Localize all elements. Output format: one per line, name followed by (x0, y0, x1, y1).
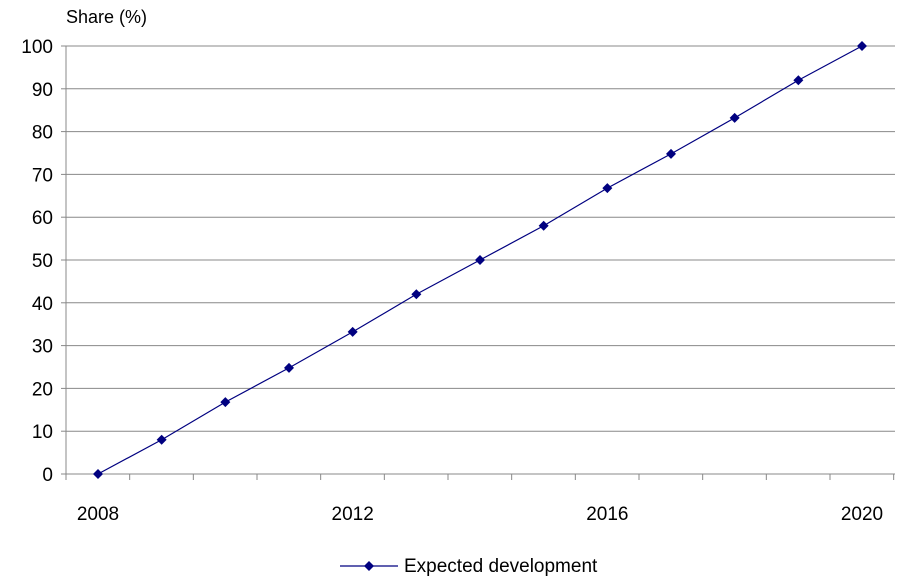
data-point-marker (284, 362, 294, 373)
y-tick-label: 80 (32, 123, 53, 144)
y-axis-title: Share (%) (66, 7, 147, 27)
data-point-marker (93, 469, 103, 479)
x-tick-labels: 2008 2012 2016 2020 (77, 504, 883, 525)
y-tick-label: 30 (32, 337, 53, 358)
y-tick-label: 0 (42, 465, 53, 486)
y-tick-label: 70 (32, 165, 53, 186)
data-point-marker (793, 75, 804, 86)
y-tick-label: 20 (32, 379, 53, 400)
data-point-marker (729, 112, 740, 123)
data-point-marker (411, 289, 422, 300)
data-point-marker (156, 434, 167, 445)
y-tick-label: 60 (32, 208, 53, 229)
y-tick-label: 100 (21, 37, 53, 58)
data-point-marker (602, 183, 613, 194)
legend: Expected development (340, 556, 598, 577)
y-tick-label: 90 (32, 80, 53, 101)
axes (65, 46, 895, 480)
y-tick-labels: 0 10 20 30 40 50 60 70 80 90 100 (21, 37, 53, 486)
series-group (93, 41, 867, 479)
data-point-marker (857, 41, 867, 51)
x-tick-label: 2016 (586, 504, 628, 525)
legend-marker-diamond (364, 561, 374, 571)
x-tick-label: 2008 (77, 504, 119, 525)
gridlines (61, 45, 895, 475)
data-point-marker (538, 220, 549, 231)
y-tick-label: 10 (32, 422, 53, 443)
x-tick-label: 2012 (332, 504, 374, 525)
legend-label: Expected development (404, 556, 598, 577)
data-point-marker (666, 148, 676, 159)
y-tick-label: 50 (32, 251, 53, 272)
data-point-marker (347, 326, 358, 337)
y-tick-label: 40 (32, 294, 53, 315)
data-point-marker (220, 397, 231, 408)
data-point-marker (475, 255, 485, 265)
x-tick-label: 2020 (841, 504, 883, 525)
